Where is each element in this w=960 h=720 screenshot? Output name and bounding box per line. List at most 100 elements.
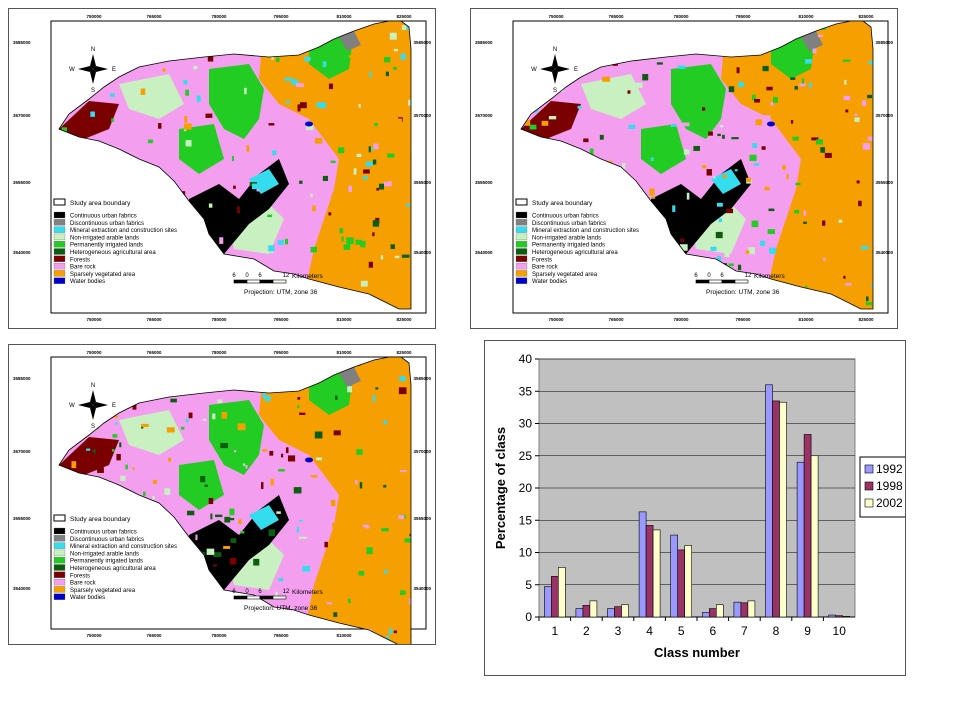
bar-1992-2 (575, 608, 584, 618)
scale-tick-label: 6 (232, 589, 236, 595)
map-coordinate-label: 810000 (798, 317, 814, 322)
map-coordinate-label: 780000 (673, 317, 689, 322)
x-tick-label: 3 (615, 624, 622, 638)
map-coordinate-label: 765000 (146, 14, 162, 19)
bar-1992-10 (828, 614, 837, 618)
legend-swatch (515, 219, 528, 226)
x-tick-label: 7 (741, 624, 748, 638)
map-coordinate-label: 825000 (396, 14, 412, 19)
legend-item-label: Non-irrigated arable lands (532, 235, 601, 241)
legend-swatch (53, 270, 66, 277)
legend-item-label: Water bodies (70, 595, 105, 601)
legend-swatch (53, 564, 66, 571)
map-coordinate-label: 780000 (211, 633, 227, 638)
scale-bar-segment (233, 595, 248, 600)
legend-swatch (53, 255, 66, 262)
bar-1998-10 (835, 615, 844, 618)
legend-item-label: Forests (70, 573, 90, 579)
bar-2002-1 (558, 567, 566, 618)
map-coordinate-label: 795000 (273, 633, 289, 638)
scale-tick-label: 0 (245, 273, 249, 279)
legend-swatch (864, 464, 874, 474)
legend-item-label: Non-irrigated arable lands (70, 551, 139, 557)
scale-bar-segment (721, 279, 736, 284)
map-coordinate-label: 825000 (396, 317, 412, 322)
bar-1992-3 (607, 608, 615, 618)
y-tick-label: 5 (525, 578, 532, 592)
scale-tick-label: 12 (745, 273, 752, 279)
map-coordinate-label: 825000 (858, 317, 874, 322)
legend-swatch (515, 233, 528, 241)
legend-item-label: Forests (70, 257, 90, 263)
map-coordinate-label: 780000 (211, 14, 227, 19)
legend-item-label: Bare rock (70, 265, 97, 271)
legend-swatch (53, 241, 66, 248)
legend-item-label: Sparsely vegetated area (70, 272, 136, 278)
map-coordinate-label: 795000 (735, 317, 751, 322)
map-coordinate-label: 765000 (608, 14, 624, 19)
land-cover-mosaic (59, 21, 411, 309)
bar-chart: 0 5 10 15 20 25 30 35 40 1 2 3 4 5 6 7 8 9 10 Class number P… (493, 352, 905, 660)
legend-item-label: Heterogeneous agricultural area (70, 566, 156, 572)
legend-swatch (515, 241, 528, 248)
legend-swatch (53, 226, 66, 233)
bar-2002-5 (684, 545, 692, 618)
map-coordinate-label: 810000 (798, 14, 814, 19)
legend-swatch (53, 277, 66, 284)
scale-bar-segment (708, 279, 723, 284)
legend-item-label: Permanently irrigated lands (70, 559, 143, 565)
map-coordinate-label: 3570000 (875, 113, 893, 118)
compass-w-label: W (69, 403, 75, 409)
compass-s-label: S (91, 424, 95, 430)
compass-n-label: N (553, 47, 557, 53)
map-coordinate-label: 810000 (336, 14, 352, 19)
scale-bar-segment (233, 279, 248, 284)
y-tick-label: 10 (519, 546, 533, 560)
compass-e-label: E (574, 67, 578, 73)
y-tick-label: 25 (519, 449, 533, 463)
legend-swatch (53, 211, 66, 219)
legend-swatch (53, 549, 66, 557)
map-coordinate-label: 3585000 (13, 40, 31, 45)
bar-1998-3 (614, 606, 622, 618)
map-panel-1998: 750000 765000 780000 795000 810000 825000 7500… (470, 8, 898, 329)
scale-bar-segment (246, 595, 261, 600)
y-tick-label: 30 (519, 417, 533, 431)
scale-bar-segment (734, 279, 749, 284)
y-axis-title: Percentage of class (493, 427, 508, 549)
legend-item-label: Continuous urban fabrics (70, 530, 137, 536)
map-coordinate-label: 750000 (86, 14, 102, 19)
scale-bar-segment (259, 279, 274, 284)
compass-s-label: S (553, 88, 557, 94)
legend-item-label: Discontinuous urban fabrics (70, 221, 144, 227)
bar-1992-5 (670, 534, 678, 618)
x-tick-label: 10 (833, 624, 847, 638)
legend-item-label: Bare rock (532, 265, 559, 271)
x-tick-label: 6 (709, 624, 716, 638)
map-coordinate-label: 810000 (336, 317, 352, 322)
legend-item-label: Discontinuous urban fabrics (532, 221, 606, 227)
legend-item-label: Water bodies (70, 279, 105, 285)
map-coordinate-label: 3585000 (413, 40, 431, 45)
legend-swatch (53, 593, 66, 600)
map-coordinate-label: 825000 (396, 350, 412, 355)
bar-1998-6 (709, 608, 717, 618)
scale-bar-segment (695, 279, 710, 284)
map-coordinate-label: 3570000 (413, 113, 431, 118)
bar-2002-3 (621, 604, 629, 618)
map-coordinate-label: 780000 (673, 14, 689, 19)
x-tick-label: 4 (646, 624, 653, 638)
legend-item-label: Study area boundary (70, 200, 131, 207)
y-tick-label: 20 (519, 481, 533, 495)
scale-tick-label: 6 (258, 273, 262, 279)
map-coordinate-label: 765000 (146, 633, 162, 638)
map-coordinate-label: 825000 (858, 14, 874, 19)
legend-item-label: Study area boundary (70, 516, 131, 523)
bar-1998-8 (772, 400, 780, 618)
north-arrow-icon (540, 54, 570, 84)
x-tick-label: 9 (804, 624, 811, 638)
map-coordinate-label: 810000 (336, 350, 352, 355)
legend-swatch (53, 578, 66, 586)
study-area-outline (520, 20, 874, 310)
legend-series-label: 1992 (876, 462, 903, 476)
